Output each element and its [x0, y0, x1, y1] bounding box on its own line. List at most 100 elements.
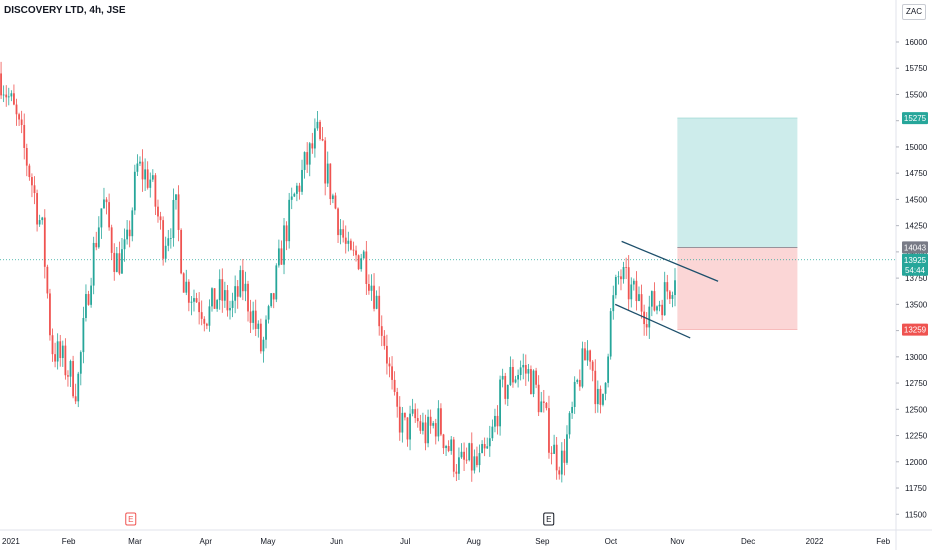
candle-body [478, 453, 481, 466]
candle-body [61, 345, 64, 359]
candle-body [386, 345, 388, 364]
y-tick-label: 15500 [905, 90, 928, 99]
candle-body [157, 206, 159, 217]
candle-body [416, 418, 419, 422]
x-tick-label: May [260, 537, 275, 546]
candle-body [481, 444, 483, 454]
candle-body [110, 227, 113, 253]
candle-body [90, 285, 93, 305]
candle-body [437, 408, 440, 437]
candle-body [51, 335, 54, 355]
currency-button[interactable]: ZAC [902, 4, 926, 20]
candle-body [365, 251, 368, 285]
candle-body [383, 335, 386, 346]
candle-body [337, 208, 339, 236]
candle-body [113, 252, 116, 272]
candle-body [506, 384, 509, 399]
candle-body [509, 367, 512, 385]
candle-body [115, 253, 118, 272]
candle-body [661, 304, 664, 316]
candle-body [216, 300, 219, 309]
candle-body [298, 185, 301, 192]
y-tick-label: 14750 [905, 169, 928, 178]
candle-body [23, 125, 26, 148]
candle-body [46, 266, 49, 294]
x-tick-label: Nov [670, 537, 684, 546]
candle-body [635, 280, 638, 302]
earnings-marker-label: E [546, 515, 551, 524]
candle-body [28, 165, 31, 178]
candle-body [74, 396, 77, 402]
candle-body [596, 388, 599, 405]
candle-body [211, 288, 213, 307]
candle-body [411, 409, 414, 414]
candle-body [200, 312, 203, 319]
x-tick-label: Sep [535, 537, 550, 546]
candle-body [175, 194, 177, 200]
candle-body [252, 310, 255, 323]
candle-body [190, 301, 193, 303]
candle-body [638, 294, 640, 302]
candle-body [128, 229, 131, 237]
candle-body [404, 412, 406, 418]
candle-body [586, 350, 589, 361]
candle-body [465, 459, 468, 461]
candle-body [368, 284, 370, 291]
candle-body [496, 415, 499, 427]
candle-body [146, 169, 149, 188]
candle-body [198, 302, 201, 313]
candle-body [607, 356, 610, 383]
candle-body [589, 350, 592, 362]
candle-body [440, 408, 442, 435]
candle-body [311, 143, 314, 149]
candle-body [393, 379, 396, 392]
candle-body [213, 288, 216, 309]
candle-body [573, 381, 576, 407]
candle-body [92, 242, 95, 286]
candle-body [550, 452, 553, 454]
candle-body [144, 169, 147, 180]
price-label-box [902, 241, 928, 254]
earnings-marker-1 [125, 512, 137, 526]
price-label: 15275 [904, 114, 927, 123]
candle-body [488, 438, 491, 447]
candle-body [54, 354, 56, 362]
candle-body [349, 240, 352, 250]
candle-body [56, 341, 59, 362]
y-tick-label: 12750 [905, 379, 928, 388]
candle-body [540, 401, 543, 413]
price-label: 13259 [904, 326, 927, 335]
candle-body [208, 306, 211, 326]
y-tick-label: 11500 [905, 510, 927, 519]
candle-body [470, 443, 473, 471]
candle-body [324, 140, 327, 184]
candle-body [308, 143, 311, 165]
candle-body [33, 185, 36, 194]
candle-body [591, 361, 594, 371]
candle-body [5, 94, 8, 98]
candle-body [262, 339, 265, 352]
candle-body [133, 171, 136, 211]
candle-body [257, 323, 260, 329]
candle-body [79, 352, 82, 374]
candle-body [455, 471, 458, 474]
candle-body [537, 384, 540, 413]
candle-body [499, 379, 501, 427]
x-tick-label: Dec [741, 537, 755, 546]
candle-body [275, 265, 278, 300]
candle-body [126, 229, 129, 240]
candle-body [640, 294, 643, 312]
candle-body [159, 216, 162, 221]
candle-body [535, 370, 537, 385]
candle-body [49, 293, 51, 336]
candle-body [193, 298, 195, 302]
candle-body [223, 290, 226, 301]
candle-body [347, 240, 350, 244]
candle-body [620, 276, 622, 280]
y-tick-label: 12250 [905, 432, 928, 441]
candle-body [375, 295, 378, 309]
y-tick-label: 12000 [905, 458, 928, 467]
candle-body [419, 421, 422, 431]
candle-body [622, 267, 625, 280]
